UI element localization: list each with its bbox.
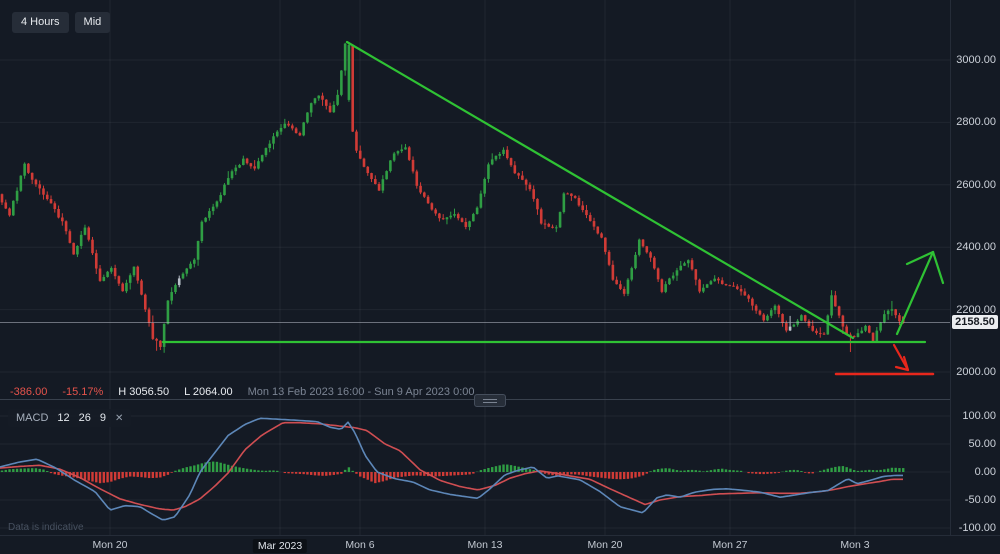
price-tick-label: 2800.00 (956, 116, 996, 129)
macd-title: MACD (16, 412, 49, 424)
macd-param-signal: 9 (99, 412, 107, 424)
macd-param-fast: 12 (57, 412, 70, 424)
price-tick-label: 2400.00 (956, 241, 996, 254)
macd-param-slow: 26 (78, 412, 91, 424)
candles (0, 42, 905, 353)
macd-tick-label: 50.00 (968, 438, 996, 450)
macd-tick-label: 0.00 (974, 466, 996, 478)
descending-trendline (345, 40, 855, 340)
pane-resize-handle[interactable] (474, 394, 506, 407)
period-date-range: Mon 13 Feb 2023 16:00 - Sun 9 Apr 2023 0… (247, 386, 475, 398)
chart-info-bar: -386.00 -15.17% H 3056.50 L 2064.00 Mon … (10, 386, 475, 398)
macd-tick-label: 100.00 (962, 410, 996, 422)
macd-indicator-chart[interactable] (0, 400, 950, 535)
timeframe-button[interactable]: 4 Hours (12, 12, 69, 34)
time-tick-label: Mon 20 (587, 539, 623, 551)
macd-signal-line (0, 421, 903, 511)
price-tick-label: 2200.00 (956, 303, 996, 316)
time-tick-label: Mon 20 (92, 539, 128, 551)
macd-legend: MACD 12 26 9 ✕ (8, 409, 132, 427)
time-tick-label: Mon 27 (712, 539, 748, 551)
time-tick-label: Mon 3 (840, 539, 870, 551)
macd-line (0, 417, 903, 521)
last-price-label: 2158.50 (952, 314, 998, 329)
chart-toolbar: 4 Hours Mid (12, 12, 111, 34)
price-chart[interactable] (0, 0, 950, 400)
data-indicative-note: Data is indicative (8, 522, 84, 533)
price-tick-label: 3000.00 (956, 54, 996, 66)
time-tick-label: Mon 13 (467, 539, 503, 551)
period-high: H 3056.50 (118, 386, 170, 398)
macd-gridlines (0, 400, 950, 535)
macd-tick-label: -50.00 (964, 494, 996, 506)
period-low: L 2064.00 (184, 386, 233, 398)
time-tick-label: Mar 2023 (252, 539, 308, 553)
price-type-button[interactable]: Mid (74, 12, 111, 34)
macd-close-icon[interactable]: ✕ (115, 412, 124, 424)
period-change-pct: -15.17% (62, 386, 104, 398)
macd-histogram (0, 461, 905, 484)
time-axis[interactable]: Mon 20 Mar 2023 Mon 6 Mon 13 Mon 20 Mon 27 Mon… (0, 535, 1000, 554)
period-change: -386.00 (10, 386, 48, 398)
time-tick-label: Mon 6 (345, 539, 375, 551)
price-tick-label: 2600.00 (956, 178, 996, 191)
price-tick-label: 2000.00 (956, 366, 996, 378)
breakdown-down-arrow (892, 343, 910, 372)
analysis-drawings[interactable] (161, 40, 945, 376)
gridlines (0, 0, 950, 400)
breakout-up-arrow (895, 250, 945, 336)
macd-tick-label: -100.00 (958, 522, 996, 534)
price-axis[interactable]: 3000.00 2800.00 2600.00 2400.00 2200.00 2000.… (950, 0, 1000, 535)
